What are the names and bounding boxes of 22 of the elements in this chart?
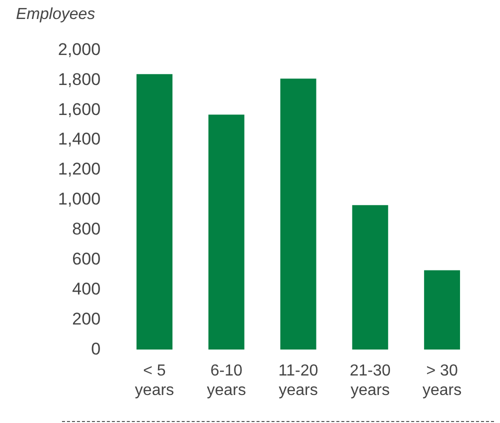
- bar: [280, 78, 316, 350]
- y-tick-label: 600: [72, 249, 101, 268]
- y-tick-label: 1,000: [58, 190, 101, 209]
- x-tick-label: 6-10 years: [206, 362, 246, 399]
- y-tick-label: 1,400: [58, 130, 101, 149]
- bar: [208, 114, 244, 350]
- x-tick-label: < 5 years: [134, 362, 174, 399]
- bar: [352, 205, 388, 350]
- bar: [424, 270, 460, 350]
- x-tick-label: 11-20 years: [278, 362, 318, 399]
- y-tick-label: 800: [72, 220, 101, 239]
- y-tick-label: 2,000: [58, 40, 101, 59]
- y-tick-label: 0: [91, 339, 101, 358]
- y-axis-title: Employees: [16, 6, 96, 24]
- y-tick-label: 400: [72, 279, 101, 298]
- bar: [136, 74, 172, 350]
- y-tick-label: 1,600: [58, 100, 101, 119]
- x-tick-label: > 30 years: [422, 362, 462, 399]
- x-tick-label: 21-30 years: [350, 362, 391, 399]
- y-tick-label: 1,200: [58, 160, 101, 179]
- y-tick-label: 200: [72, 309, 101, 328]
- y-tick-label: 1,800: [58, 70, 101, 89]
